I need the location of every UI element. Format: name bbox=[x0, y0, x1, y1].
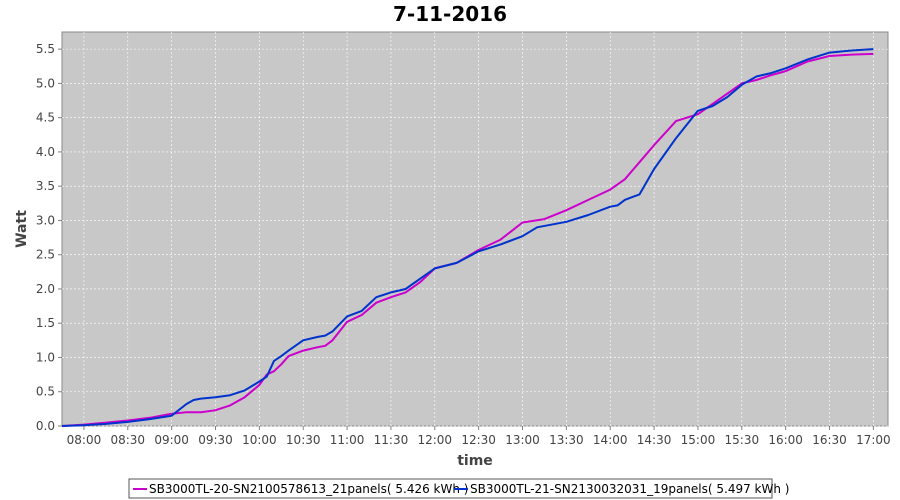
x-tick-label: 11:30 bbox=[374, 433, 409, 447]
x-tick-label: 09:00 bbox=[154, 433, 189, 447]
y-tick-label: 4.5 bbox=[36, 111, 55, 125]
axes: 0.0 0.5 1.0 1.5 2.0 2.5 3.0 3.5 4.0 4.5 5.0 5.5 08:0… bbox=[36, 42, 891, 447]
y-tick-label: 2.5 bbox=[36, 248, 55, 262]
y-tick-label: 1.0 bbox=[36, 350, 55, 364]
grid bbox=[62, 32, 888, 427]
x-tick-label: 10:00 bbox=[242, 433, 277, 447]
x-tick-label: 11:00 bbox=[330, 433, 365, 447]
x-tick-label: 12:30 bbox=[461, 433, 496, 447]
x-tick-label: 16:30 bbox=[812, 433, 847, 447]
x-tick-label: 09:30 bbox=[198, 433, 233, 447]
x-tick-label: 16:00 bbox=[768, 433, 803, 447]
legend-label-2: SB3000TL-21-SN2130032031_19panels( 5.497… bbox=[470, 482, 789, 496]
series-line-1 bbox=[61, 52, 874, 427]
x-tick-label: 15:00 bbox=[681, 433, 716, 447]
x-tick-label: 13:00 bbox=[505, 433, 540, 447]
x-axis-title: time bbox=[457, 453, 493, 469]
y-tick-label: 2.0 bbox=[36, 282, 55, 296]
series-line-2 bbox=[61, 48, 874, 427]
x-tick-label: 08:30 bbox=[110, 433, 145, 447]
x-tick-label: 10:30 bbox=[286, 433, 321, 447]
x-tick-label: 14:30 bbox=[637, 433, 672, 447]
y-axis-title: Watt bbox=[14, 210, 30, 248]
plot-area bbox=[61, 31, 889, 427]
y-tick-label: 4.0 bbox=[36, 145, 55, 159]
y-tick-label: 5.5 bbox=[36, 42, 55, 56]
y-tick-label: 3.0 bbox=[36, 213, 55, 227]
x-tick-label: 15:30 bbox=[725, 433, 760, 447]
legend-label-1: SB3000TL-20-SN2100578613_21panels( 5.426… bbox=[149, 482, 468, 496]
x-tick-label: 13:30 bbox=[549, 433, 584, 447]
y-tick-label: 1.5 bbox=[36, 316, 55, 330]
y-tick-label: 0.5 bbox=[36, 385, 55, 399]
series-group bbox=[61, 48, 874, 427]
x-tick-label: 17:00 bbox=[856, 433, 891, 447]
x-tick-label: 14:00 bbox=[593, 433, 628, 447]
chart-title: 7-11-2016 bbox=[393, 2, 507, 26]
y-tick-label: 3.5 bbox=[36, 179, 55, 193]
legend: SB3000TL-20-SN2100578613_21panels( 5.426… bbox=[128, 478, 789, 499]
y-tick-label: 5.0 bbox=[36, 76, 55, 90]
legend-box bbox=[128, 478, 773, 499]
x-tick-label: 12:00 bbox=[417, 433, 452, 447]
x-tick-label: 08:00 bbox=[67, 433, 102, 447]
y-tick-label: 0.0 bbox=[36, 419, 55, 433]
